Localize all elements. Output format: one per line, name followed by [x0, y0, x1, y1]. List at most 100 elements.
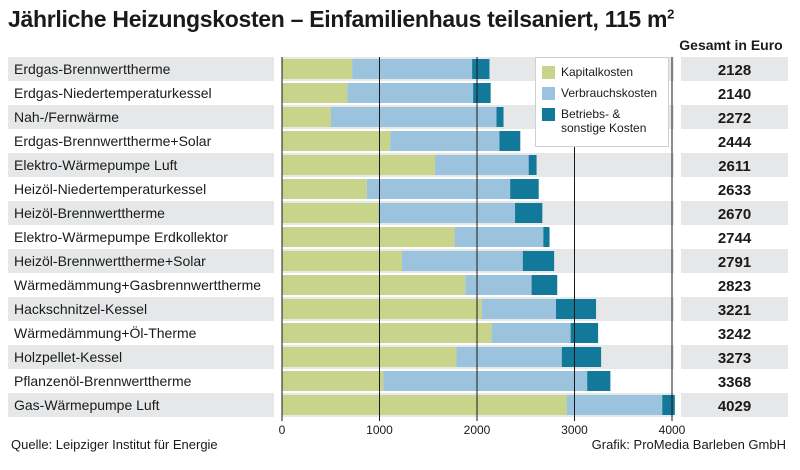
row-total-background: [681, 57, 788, 81]
row-total-background: [681, 201, 788, 225]
legend-item: Betriebs- & sonstige Kosten: [542, 107, 661, 135]
category-label: Nah-/Fernwärme: [14, 109, 119, 125]
row-total-background: [681, 225, 788, 249]
x-tick-label: 0: [279, 423, 286, 437]
bar-segment-verbrauch: [366, 179, 511, 199]
bar-segment-kapital: [282, 155, 436, 175]
row-label-background: [8, 201, 274, 225]
total-value: 2444: [718, 134, 752, 151]
category-label: Heizöl-Brennwerttherme+Solar: [14, 253, 206, 269]
legend-swatch: [542, 66, 555, 79]
chart-title-superscript: 2: [667, 6, 675, 22]
bar-segment-verbrauch: [566, 395, 663, 415]
bar-segment-betrieb: [473, 83, 491, 103]
row-label-background: [8, 129, 274, 153]
credit-note: Grafik: ProMedia Barleben GmbH: [591, 437, 786, 452]
total-value: 2272: [718, 110, 751, 127]
row-label-background: [8, 393, 274, 417]
x-tick-label: 1000: [366, 423, 393, 437]
bar-segment-verbrauch: [378, 203, 516, 223]
bar-segment-verbrauch: [347, 83, 474, 103]
category-label: Elektro-Wärmepumpe Erdkollektor: [14, 229, 228, 245]
bar-segment-kapital: [282, 179, 367, 199]
legend-label: Betriebs- & sonstige Kosten: [561, 107, 647, 135]
bar-segment-betrieb: [662, 395, 675, 415]
bar-segment-kapital: [282, 395, 567, 415]
bar-segment-verbrauch: [352, 59, 473, 79]
row-label-background: [8, 273, 274, 297]
row-label-background: [8, 57, 274, 81]
total-value: 4029: [718, 398, 751, 415]
row-label-background: [8, 81, 274, 105]
category-label: Wärmedämmung+Gasbrennwerttherme: [14, 277, 261, 293]
chart-title-text: Jährliche Heizungskosten – Einfamilienha…: [8, 6, 668, 32]
row-total-background: [681, 369, 788, 393]
bar-segment-kapital: [282, 251, 402, 271]
bar-segment-betrieb: [496, 107, 504, 127]
x-tick-label: 3000: [561, 423, 588, 437]
total-value: 3273: [718, 350, 751, 367]
x-tick-label: 2000: [464, 423, 491, 437]
total-value: 2633: [718, 182, 751, 199]
total-column-header: Gesamt in Euro: [679, 37, 783, 53]
row-total-background: [681, 177, 788, 201]
row-total-background: [681, 81, 788, 105]
row-total-background: [681, 321, 788, 345]
bar-segment-betrieb: [522, 251, 555, 271]
bar-segment-kapital: [282, 323, 492, 343]
legend-label: Verbrauchskosten: [561, 86, 658, 100]
bar-segment-betrieb: [587, 371, 611, 391]
legend-item: Kapitalkosten: [542, 65, 661, 79]
row-total-background: [681, 297, 788, 321]
row-label-background: [8, 369, 274, 393]
bar-segment-betrieb: [561, 347, 602, 367]
row-label-background: [8, 321, 274, 345]
bar-segment-betrieb: [510, 179, 539, 199]
bar-segment-betrieb: [555, 299, 597, 319]
bar-segment-kapital: [282, 347, 457, 367]
row-total-background: [681, 105, 788, 129]
bar-segment-kapital: [282, 131, 391, 151]
total-value: 3242: [718, 326, 751, 343]
bar-segment-kapital: [282, 107, 331, 127]
bar-segment-verbrauch: [401, 251, 523, 271]
legend: Kapitalkosten Verbrauchskosten Betriebs- &…: [535, 57, 669, 147]
legend-item: Verbrauchskosten: [542, 86, 661, 100]
total-value: 3221: [718, 302, 751, 319]
bar-segment-betrieb: [528, 155, 537, 175]
category-label: Pflanzenöl-Brennwerttherme: [14, 373, 192, 389]
bar-segment-kapital: [282, 275, 466, 295]
category-label: Erdgas-Niedertemperaturkessel: [14, 85, 212, 101]
category-label: Erdgas-Brennwerttherme+Solar: [14, 133, 212, 149]
category-label: Holzpellet-Kessel: [14, 349, 122, 365]
row-label-background: [8, 153, 274, 177]
bar-segment-verbrauch: [481, 299, 556, 319]
row-label-background: [8, 225, 274, 249]
row-label-background: [8, 297, 274, 321]
total-value: 3368: [718, 374, 751, 391]
bar-segment-betrieb: [543, 227, 550, 247]
bar-segment-betrieb: [531, 275, 558, 295]
bar-segment-verbrauch: [456, 347, 562, 367]
total-value: 2823: [718, 278, 751, 295]
row-total-background: [681, 249, 788, 273]
bar-segment-kapital: [282, 59, 353, 79]
row-total-background: [681, 129, 788, 153]
row-label-background: [8, 345, 274, 369]
bar-segment-verbrauch: [491, 323, 571, 343]
bar-segment-kapital: [282, 227, 455, 247]
total-value: 2611: [718, 158, 751, 175]
category-label: Erdgas-Brennwerttherme: [14, 61, 171, 77]
x-tick-label: 4000: [659, 423, 686, 437]
row-label-background: [8, 177, 274, 201]
bar-segment-betrieb: [499, 131, 521, 151]
legend-label: Kapitalkosten: [561, 65, 634, 79]
bar-segment-kapital: [282, 83, 348, 103]
legend-swatch: [542, 87, 555, 100]
bar-segment-kapital: [282, 371, 384, 391]
bar-segment-verbrauch: [383, 371, 588, 391]
row-total-background: [681, 153, 788, 177]
bar-segment-verbrauch: [435, 155, 529, 175]
